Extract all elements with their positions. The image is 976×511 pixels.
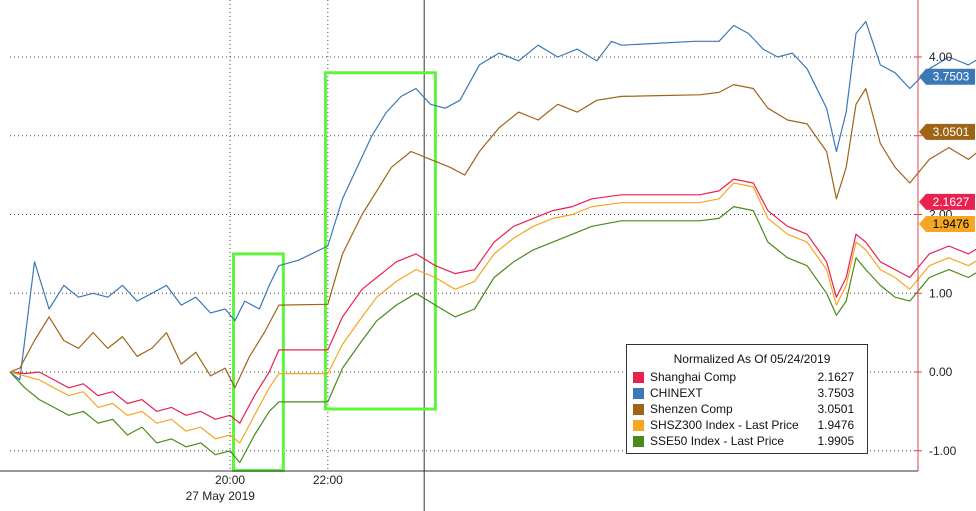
highlight-boxes	[231, 71, 437, 472]
legend-swatch	[633, 371, 644, 383]
last-value-tag-bg	[919, 123, 975, 140]
y-tick-label: 0.00	[929, 365, 953, 379]
last-value-tag: 3.7503	[919, 68, 975, 85]
last-value-tag-text: 3.7503	[933, 70, 970, 84]
legend-name: Shanghai Comp	[650, 370, 737, 384]
legend-swatch	[633, 419, 644, 431]
series-line-shenzen-comp	[9, 83, 976, 389]
legend-name: Shenzen Comp	[650, 402, 733, 416]
legend-value: 3.7503	[817, 386, 855, 400]
last-value-tag-bg	[919, 193, 975, 210]
last-value-tag-text: 1.9476	[933, 217, 970, 231]
y-tick-label: -1.00	[929, 444, 957, 458]
y-tick-label: 4.00	[929, 50, 953, 64]
series-line-shsz300-index-last-price	[9, 182, 976, 444]
x-tick-label: 22:00	[313, 473, 343, 487]
series-line-shanghai-comp	[9, 178, 976, 424]
highlight-box	[323, 71, 437, 411]
last-value-tag-text: 2.1627	[933, 195, 970, 209]
legend-entry: CHINEXT 3.7503	[627, 385, 867, 401]
series-line-sse50-index-last-price	[9, 206, 976, 464]
x-date-label: 27 May 2019	[186, 489, 256, 503]
highlight-box	[231, 252, 285, 472]
last-value-tag: 1.9476	[919, 215, 975, 232]
legend-name: SSE50 Index - Last Price	[650, 434, 785, 448]
legend-value: 3.0501	[817, 402, 855, 416]
legend-swatch	[633, 435, 644, 447]
legend-name: SHSZ300 Index - Last Price	[650, 418, 799, 432]
value-tags: 3.7503 3.0501 2.1627 1.9476	[919, 68, 975, 232]
last-value-tag: 2.1627	[919, 193, 975, 210]
series-line-chinext	[9, 21, 976, 381]
legend-entry: SHSZ300 Index - Last Price 1.9476	[627, 417, 867, 433]
axes	[0, 0, 922, 472]
last-value-tag-bg	[919, 215, 975, 232]
legend-value: 1.9476	[817, 418, 855, 432]
legend-entry: SSE50 Index - Last Price 1.9905	[627, 433, 867, 449]
x-tick-label: 20:00	[215, 473, 245, 487]
y-tick-label: 1.00	[929, 286, 953, 300]
last-value-tag: 3.0501	[919, 123, 975, 140]
legend-title: Normalized As Of 05/24/2019	[673, 352, 831, 366]
legend-entry: Shenzen Comp 3.0501	[627, 401, 867, 417]
last-value-tag-bg	[919, 68, 975, 85]
series-lines	[9, 21, 976, 464]
tick-labels: 4.003.002.001.000.00-1.0020:0022:0020:00…	[186, 50, 957, 503]
chart-legend: Normalized As Of 05/24/2019 Shanghai Com…	[626, 344, 868, 454]
last-value-tag-text: 3.0501	[933, 125, 970, 139]
legend-value: 1.9905	[817, 434, 855, 448]
legend-name: CHINEXT	[650, 386, 703, 400]
legend-entry: Shanghai Comp 2.1627	[627, 369, 867, 385]
legend-swatch	[633, 403, 644, 415]
legend-swatch	[633, 387, 644, 399]
legend-value: 2.1627	[817, 370, 855, 384]
